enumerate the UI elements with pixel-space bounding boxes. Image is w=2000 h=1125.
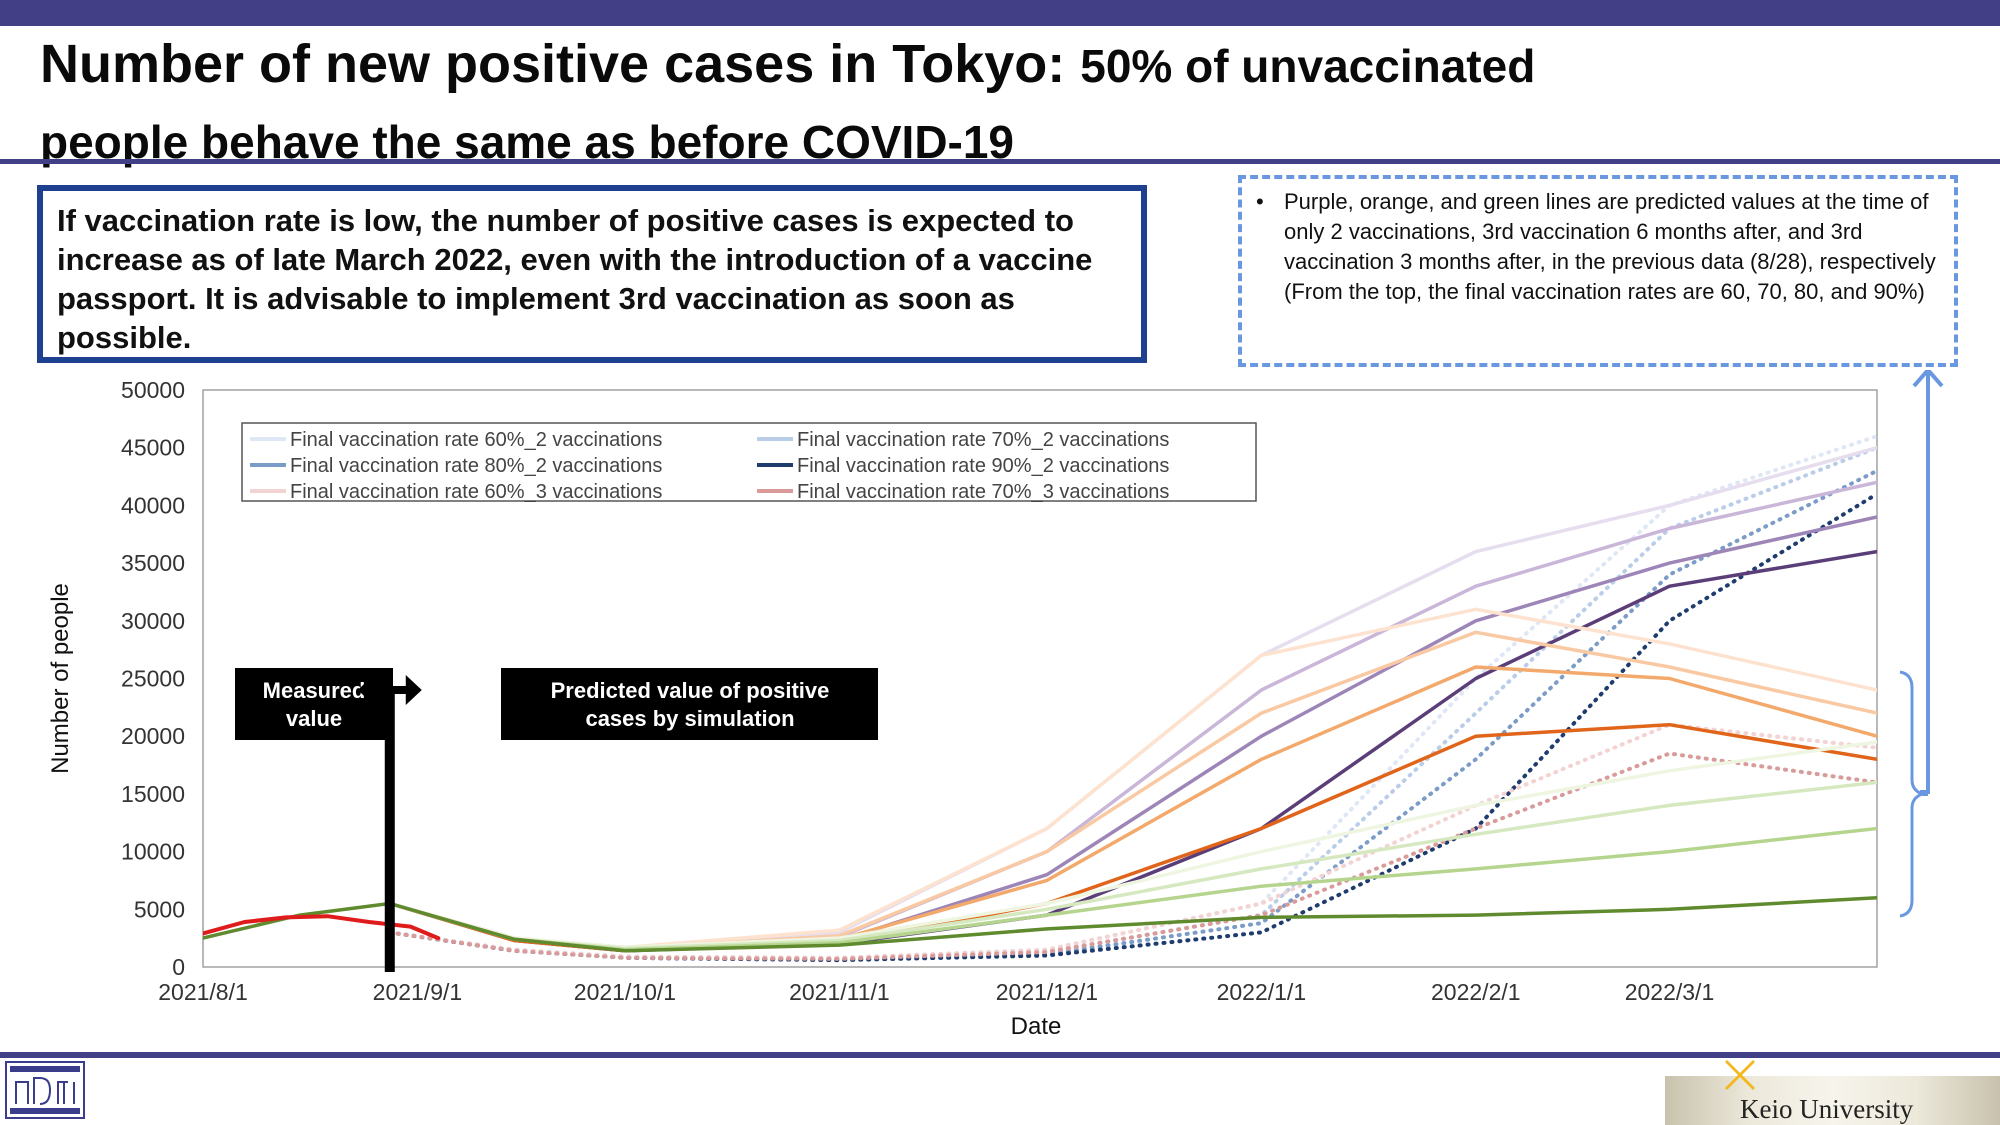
legend-label: Final vaccination rate 70%_3 vaccination…: [797, 481, 1169, 503]
institution-logo-icon: [5, 1061, 85, 1119]
keio-pen-icon: [1725, 1060, 1755, 1090]
x-tick-label: 2022/1/1: [1217, 979, 1307, 1005]
footer-divider: [0, 1052, 2000, 1058]
y-tick-label: 40000: [121, 492, 185, 518]
note-bullet: •: [1256, 189, 1264, 214]
keio-logo-text: Keio University: [1740, 1094, 1914, 1124]
keio-banner: [1665, 1076, 2000, 1125]
y-tick-label: 25000: [121, 666, 185, 692]
y-tick-label: 30000: [121, 608, 185, 634]
split-marker-line: [384, 690, 395, 972]
series-line: [203, 914, 441, 941]
summary-box: If vaccination rate is low, the number o…: [37, 185, 1147, 363]
series-line: [387, 751, 1877, 961]
legend-label: Final vaccination rate 60%_2 vaccination…: [290, 429, 662, 451]
x-tick-label: 2022/3/1: [1625, 979, 1715, 1005]
y-tick-label: 20000: [121, 723, 185, 749]
predicted-label: cases by simulation: [585, 706, 794, 731]
y-tick-label: 5000: [134, 896, 185, 922]
x-tick-label: 2021/11/1: [789, 979, 890, 1005]
predicted-label: Predicted value of positive: [551, 678, 830, 703]
x-tick-label: 2021/10/1: [574, 979, 676, 1005]
x-tick-label: 2021/8/1: [158, 979, 248, 1005]
x-tick-label: 2021/9/1: [373, 979, 463, 1005]
measured-box: [235, 668, 393, 740]
series-line: [387, 722, 1877, 960]
legend-box: [241, 422, 1257, 502]
title-divider: [0, 159, 2000, 164]
y-tick-label: 0: [172, 954, 185, 980]
note-text-1: Purple, orange, and green lines are pred…: [1284, 189, 1936, 274]
measured-label: Measured: [263, 678, 366, 703]
measured-label: value: [286, 706, 342, 731]
note-box: • Purple, orange, and green lines are pr…: [1238, 175, 1958, 367]
title-scenario: 50% of unvaccinated: [1080, 40, 1536, 92]
connector-line: [1920, 370, 1930, 794]
summary-text: If vaccination rate is low, the number o…: [57, 203, 1093, 355]
legend-label: Final vaccination rate 80%_2 vaccination…: [290, 455, 662, 477]
title-main: Number of new positive cases in Tokyo:: [40, 34, 1081, 94]
predicted-box: [501, 668, 878, 740]
y-tick-label: 15000: [121, 781, 185, 807]
connector-arrow-icon: [1912, 370, 1944, 388]
double-arrow-icon: [357, 675, 422, 705]
x-tick-label: 2022/2/1: [1431, 979, 1521, 1005]
note-text-2: (From the top, the final vaccination rat…: [1284, 279, 1925, 304]
y-axis-label: Number of people: [47, 583, 74, 774]
y-tick-label: 50000: [121, 377, 185, 403]
legend-label: Final vaccination rate 90%_2 vaccination…: [797, 455, 1169, 477]
legend-label: Final vaccination rate 60%_3 vaccination…: [290, 481, 662, 503]
title-line-2: people behave the same as before COVID-1…: [40, 116, 1015, 168]
x-tick-label: 2021/12/1: [996, 979, 1098, 1005]
y-tick-label: 35000: [121, 550, 185, 576]
bracket-icon: [1899, 670, 1927, 918]
y-tick-label: 45000: [121, 435, 185, 461]
legend-label: Final vaccination rate 70%_2 vaccination…: [797, 429, 1169, 451]
slide-title: Number of new positive cases in Tokyo: 5…: [40, 32, 1840, 174]
chart: 0 5000 10000 15000 20000 25000 30000 35000 40000…: [47, 370, 1944, 1040]
x-axis-label: Date: [1011, 1013, 1062, 1040]
y-tick-label: 10000: [121, 839, 185, 865]
top-band: [0, 0, 2000, 26]
series-line: [203, 896, 1877, 953]
